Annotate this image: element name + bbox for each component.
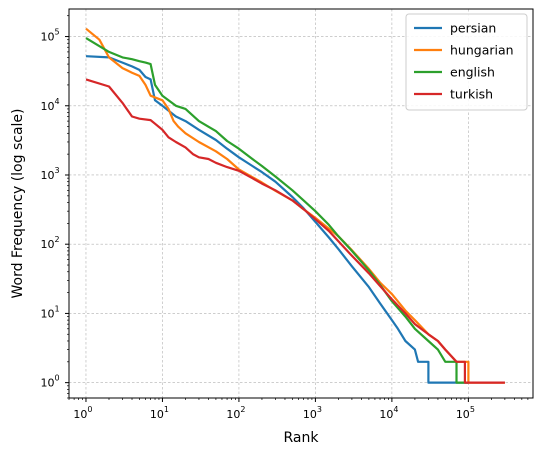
x-tick-label: 104 — [379, 405, 398, 421]
legend-label-turkish: turkish — [450, 87, 493, 102]
x-axis-label: Rank — [284, 430, 320, 446]
y-tick-label: 102 — [40, 235, 59, 251]
series-line-persian — [85, 55, 469, 384]
series-line-turkish — [85, 78, 505, 384]
series-line-english — [85, 37, 469, 384]
y-tick-label: 103 — [40, 166, 59, 182]
legend-label-persian: persian — [450, 21, 496, 36]
y-tick-label: 100 — [40, 374, 59, 390]
y-tick-label: 101 — [40, 304, 59, 320]
y-axis-label: Word Frequency (log scale) — [10, 109, 26, 299]
y-axis: 100 101 102 103 104 105 — [40, 15, 69, 399]
y-tick-label: 104 — [40, 97, 59, 113]
legend-box — [405, 13, 528, 111]
legend-label-english: english — [450, 65, 495, 80]
legend: persian hungarian english turkish — [405, 13, 528, 111]
legend-label-hungarian: hungarian — [450, 43, 514, 58]
x-tick-label: 102 — [226, 405, 245, 421]
x-tick-label: 100 — [73, 405, 92, 421]
x-axis: 100 101 102 103 104 105 — [68, 398, 529, 421]
x-tick-label: 105 — [456, 405, 475, 421]
plot-frame — [68, 8, 534, 399]
y-tick-label: 105 — [40, 28, 59, 44]
x-tick-label: 103 — [303, 405, 322, 421]
series-lines — [85, 27, 505, 384]
x-tick-label: 101 — [150, 405, 169, 421]
